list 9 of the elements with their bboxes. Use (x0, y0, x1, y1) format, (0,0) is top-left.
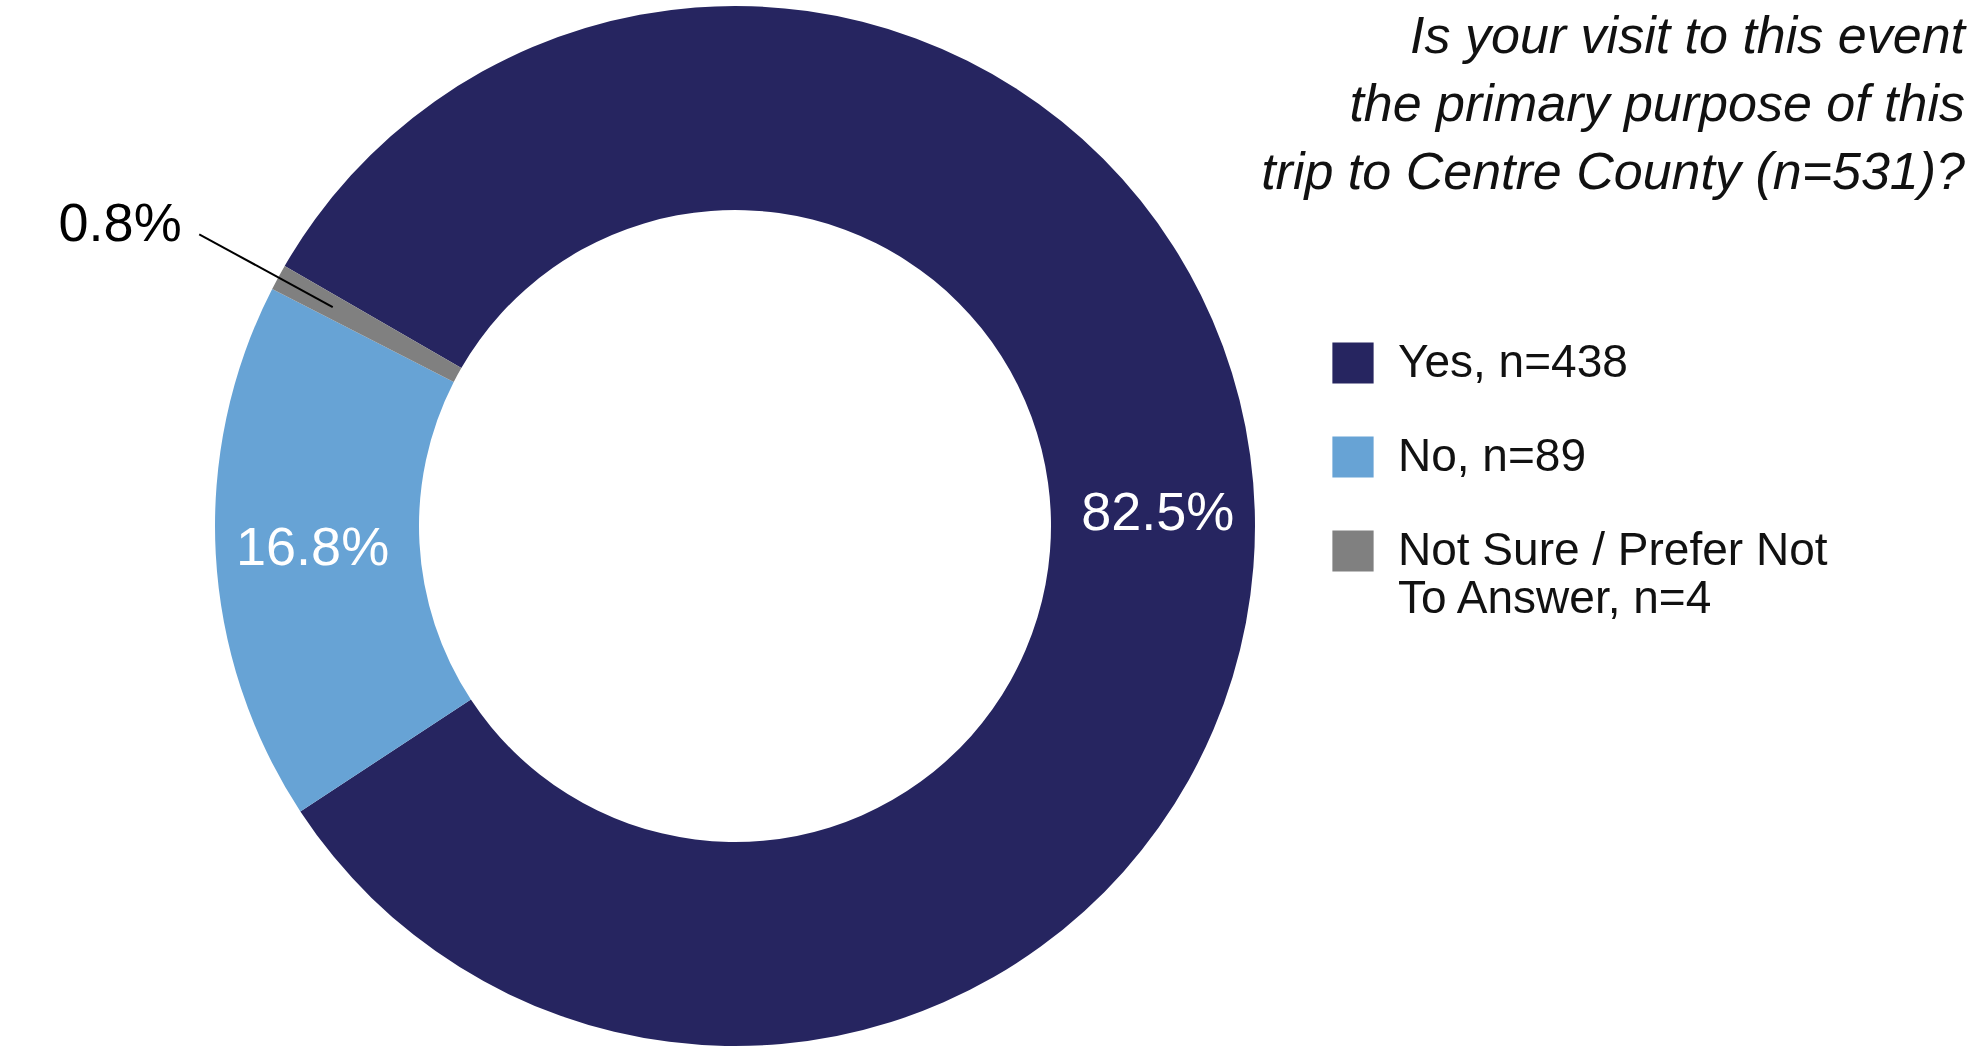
donut-slice (272, 266, 462, 382)
legend-label: Yes, n=438 (1398, 335, 1628, 387)
data-label: 0.8% (58, 191, 182, 252)
data-label: 82.5% (1081, 480, 1235, 541)
legend-label: No, n=89 (1398, 429, 1586, 481)
data-label: 16.8% (236, 515, 390, 576)
legend-label: Not Sure / Prefer Not To Answer, n=4 (1398, 523, 1828, 623)
text: Is your visit to this event the primary purpose of this trip to Centre County (n=531)? (1261, 6, 1968, 200)
donut-slice (215, 288, 471, 812)
